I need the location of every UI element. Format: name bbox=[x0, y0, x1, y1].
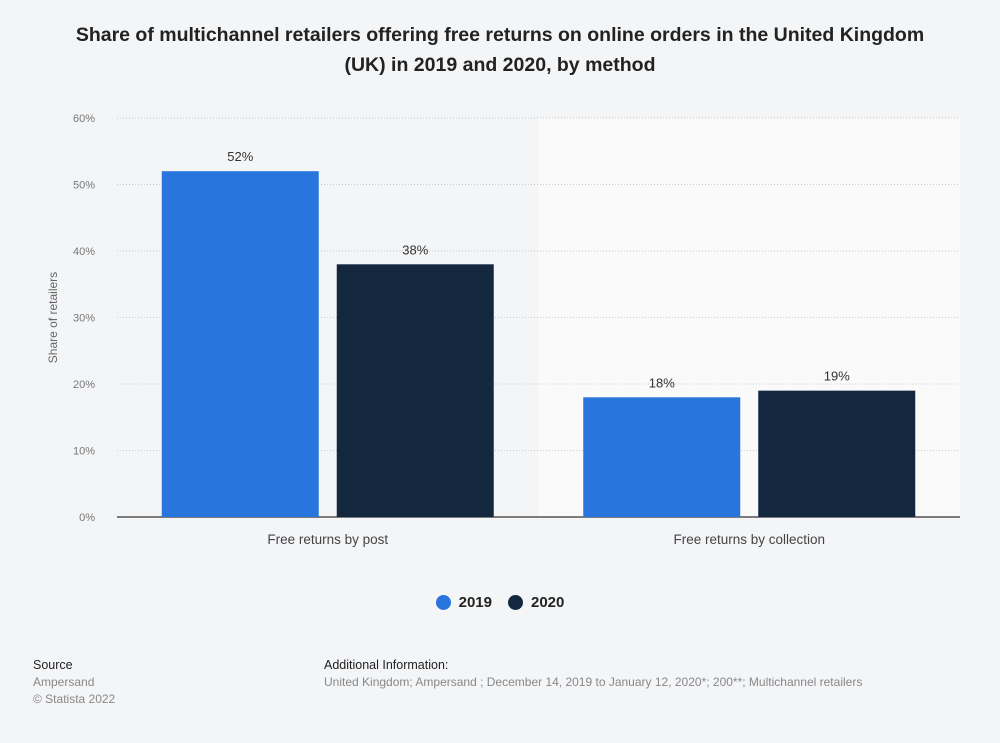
data-label: 38% bbox=[402, 242, 428, 257]
additional-info-block: Additional Information: United Kingdom; … bbox=[324, 657, 862, 691]
y-tick-label: 10% bbox=[73, 446, 95, 458]
legend-marker-2020 bbox=[508, 595, 523, 610]
y-tick-label: 50% bbox=[73, 180, 95, 192]
copyright: © Statista 2022 bbox=[33, 692, 116, 706]
y-tick-label: 60% bbox=[73, 113, 95, 125]
y-tick-label: 0% bbox=[79, 512, 95, 524]
info-text: United Kingdom; Ampersand ; December 14,… bbox=[324, 675, 863, 689]
legend-marker-2019 bbox=[435, 595, 451, 610]
y-tick-label: 20% bbox=[73, 379, 95, 391]
legend-item-2020[interactable]: 2020 bbox=[508, 594, 564, 611]
bar-2019-1 bbox=[161, 171, 319, 517]
chart-title: Share of multichannel retailers offering… bbox=[75, 24, 925, 76]
source-block: Source Ampersand © Statista 2022 bbox=[33, 657, 115, 708]
source-name[interactable]: Ampersand bbox=[33, 675, 95, 689]
bar-2020-1 bbox=[336, 264, 494, 517]
legend: 2019 2020 bbox=[0, 594, 1000, 611]
data-label: 52% bbox=[227, 149, 253, 164]
y-axis-title: Share of retailers bbox=[46, 272, 60, 363]
data-label: 19% bbox=[824, 369, 850, 384]
legend-item-2019[interactable]: 2019 bbox=[435, 594, 492, 611]
legend-label-2020: 2020 bbox=[531, 594, 565, 611]
source-heading: Source bbox=[33, 658, 73, 672]
bar-2020-2 bbox=[758, 390, 916, 517]
y-tick-label: 40% bbox=[73, 246, 95, 258]
y-tick-label: 30% bbox=[73, 313, 95, 325]
x-tick-label: Free returns by collection bbox=[673, 532, 825, 547]
bar-2019-2 bbox=[583, 397, 741, 517]
info-heading: Additional Information: bbox=[324, 658, 449, 672]
x-tick-label: Free returns by post bbox=[267, 532, 388, 547]
data-label: 18% bbox=[649, 375, 675, 390]
legend-label-2019: 2019 bbox=[458, 594, 492, 611]
